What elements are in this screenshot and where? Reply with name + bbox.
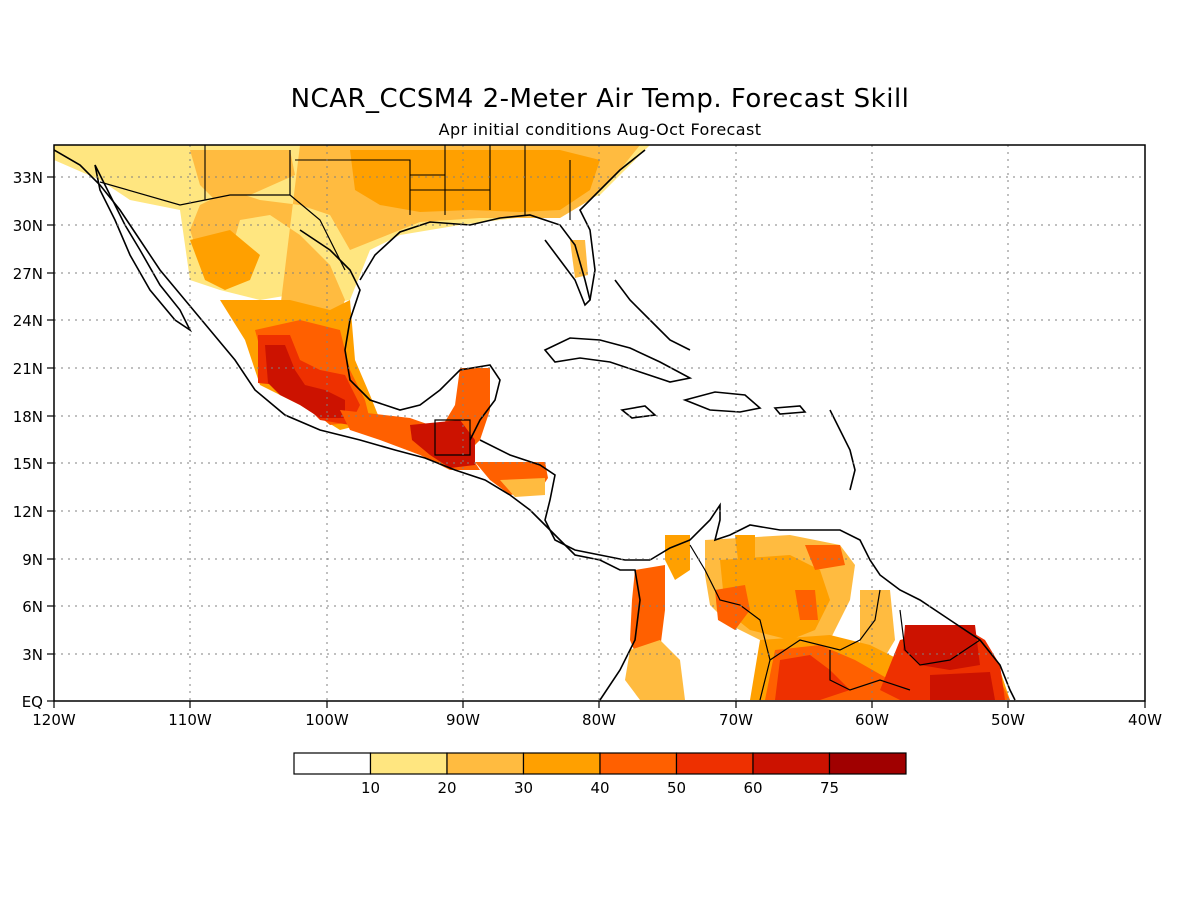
- y-axis-labels: EQ 3N 6N 9N 12N 15N 18N 21N 24N 27N 30N …: [13, 169, 43, 711]
- caribbean-ca-coastline: [479, 439, 650, 561]
- y-tick-label: 6N: [22, 598, 43, 616]
- us-mexico-border: [99, 150, 346, 271]
- south-america-borders: [689, 544, 981, 701]
- y-tick-label: 9N: [22, 551, 43, 569]
- x-tick-label: 60W: [855, 711, 889, 729]
- y-tick-label: 24N: [13, 312, 43, 330]
- cuba-coastline: [543, 337, 693, 383]
- region-brazil-core2: [930, 672, 995, 700]
- skill-shading: [54, 145, 1010, 700]
- x-tick-label: 90W: [446, 711, 480, 729]
- bahamas-coastline: [614, 279, 691, 351]
- y-tick-label: 33N: [13, 169, 43, 187]
- colorbar-label: 60: [743, 779, 762, 797]
- region-venezuela-red2: [795, 590, 818, 620]
- y-tick-label: EQ: [22, 693, 43, 711]
- y-tick-label: 21N: [13, 360, 43, 378]
- region-brazil-red: [775, 655, 850, 700]
- colorbar-bin: [599, 752, 678, 775]
- y-tick-label: 30N: [13, 217, 43, 235]
- colorbar-bin: [293, 752, 372, 775]
- x-tick-label: 100W: [305, 711, 349, 729]
- map-subtitle: Apr initial conditions Aug-Oct Forecast: [438, 120, 762, 139]
- x-tick-label: 120W: [32, 711, 76, 729]
- map-title: NCAR_CCSM4 2-Meter Air Temp. Forecast Sk…: [290, 84, 910, 114]
- x-axis-labels: 120W 110W 100W 90W 80W 70W 60W 50W 40W: [32, 711, 1162, 729]
- graticule: [54, 145, 1145, 701]
- colorbar: 10 20 30 40 50 60 75: [293, 752, 907, 797]
- region-venezuela-red: [715, 585, 750, 630]
- x-tick-label: 110W: [168, 711, 212, 729]
- x-tick-label: 80W: [582, 711, 616, 729]
- region-colombia-south: [625, 640, 685, 700]
- pacific-coastline: [54, 149, 641, 701]
- x-tick-label: 70W: [719, 711, 753, 729]
- hispaniola-coastline: [682, 391, 762, 413]
- jamaica-coastline: [620, 405, 657, 419]
- atlantic-coastline: [579, 149, 646, 301]
- colorbar-bin: [369, 752, 448, 775]
- region-venezuela-ne: [805, 545, 845, 570]
- colorbar-label: 10: [361, 779, 380, 797]
- colorbar-bin: [522, 752, 601, 775]
- colorbar-label: 50: [667, 779, 686, 797]
- region-southern-us-core: [350, 150, 600, 212]
- y-tick-label: 15N: [13, 455, 43, 473]
- colorbar-label: 20: [437, 779, 456, 797]
- region-baja-north: [190, 150, 295, 200]
- colorbar-bin: [675, 752, 754, 775]
- y-tick-label: 27N: [13, 265, 43, 283]
- region-venezuela-nw: [735, 535, 755, 560]
- antilles-coastline: [829, 409, 856, 491]
- y-tick-label: 12N: [13, 503, 43, 521]
- tick-marks: [47, 176, 1146, 708]
- colorbar-label: 40: [590, 779, 609, 797]
- puerto-rico-coastline: [773, 405, 807, 415]
- south-america-coastline: [649, 502, 1016, 701]
- colorbar-bin: [446, 752, 525, 775]
- colorbar-bin: [752, 752, 831, 775]
- region-brazil-core: [903, 625, 980, 670]
- colorbar-bin: [828, 752, 907, 775]
- x-tick-label: 40W: [1128, 711, 1162, 729]
- region-honduras-light: [500, 478, 545, 497]
- region-mexico-core: [265, 345, 345, 418]
- region-colombia-north: [665, 535, 690, 580]
- region-guatemala: [410, 420, 475, 468]
- y-tick-label: 3N: [22, 646, 43, 664]
- x-tick-label: 50W: [991, 711, 1025, 729]
- y-tick-label: 18N: [13, 408, 43, 426]
- colorbar-label: 30: [514, 779, 533, 797]
- region-baja-band: [190, 230, 260, 290]
- gulf-coastline: [299, 229, 501, 441]
- colorbar-label: 75: [820, 779, 839, 797]
- guatemala-borders: [434, 419, 471, 456]
